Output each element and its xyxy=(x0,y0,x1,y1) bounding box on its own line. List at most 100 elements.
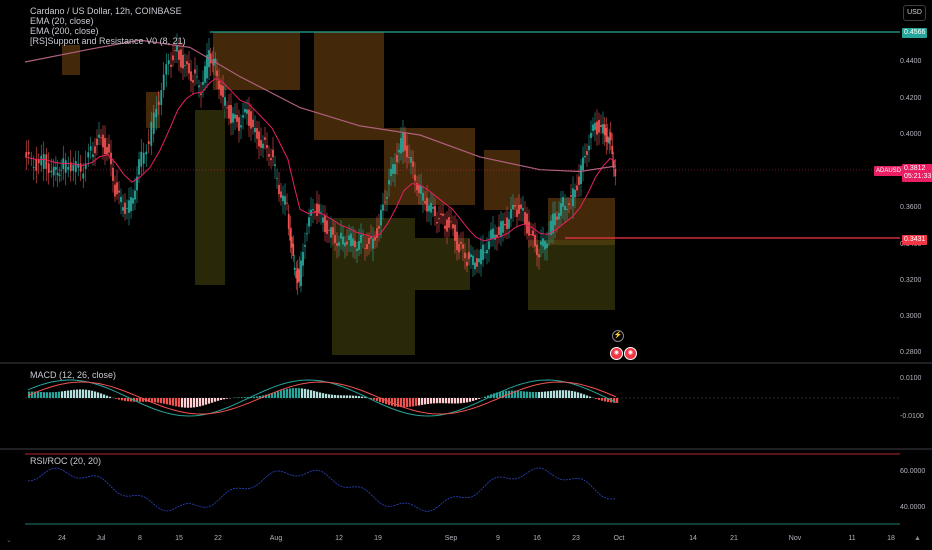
candle-body xyxy=(508,219,510,229)
flash-event-icon[interactable]: ⚡ xyxy=(612,330,624,342)
macd-histogram-bar xyxy=(421,398,424,405)
time-axis[interactable] xyxy=(0,530,932,550)
candle-body xyxy=(254,127,256,133)
candle-body xyxy=(476,258,478,267)
chevron-down-icon[interactable]: ⌄ xyxy=(6,537,12,544)
candle-body xyxy=(230,105,232,124)
macd-histogram-bar xyxy=(322,393,325,398)
macd-signal-line xyxy=(27,381,617,415)
rsi-line xyxy=(28,467,617,512)
candle-body xyxy=(448,217,450,228)
candle-body xyxy=(594,122,596,131)
candle-body xyxy=(612,159,615,169)
candle-body xyxy=(74,161,77,173)
macd-histogram-bar xyxy=(82,389,85,398)
macd-histogram-bar xyxy=(334,394,337,398)
macd-legend[interactable]: MACD (12, 26, close) xyxy=(30,370,117,380)
macd-histogram-bar xyxy=(169,398,172,406)
macd-histogram-bar xyxy=(460,398,463,404)
macd-histogram-bar xyxy=(277,391,280,398)
macd-chart[interactable] xyxy=(0,364,900,448)
currency-button[interactable]: USD xyxy=(903,5,926,21)
macd-histogram-bar xyxy=(109,396,112,398)
dividend-event-icon[interactable]: ◉ xyxy=(610,347,623,360)
macd-histogram-bar xyxy=(241,397,244,398)
candle-body xyxy=(520,204,522,209)
candle-body xyxy=(614,168,617,177)
candle-body xyxy=(404,133,406,151)
macd-histogram-bar xyxy=(550,390,553,398)
candle-body xyxy=(194,69,196,74)
macd-tick: -0.0100 xyxy=(900,413,924,420)
candle-body xyxy=(408,157,410,158)
candle-body xyxy=(592,124,594,131)
candle-body xyxy=(296,268,299,283)
macd-histogram-bar xyxy=(337,395,340,398)
candle-body xyxy=(302,252,304,266)
macd-line xyxy=(27,379,617,417)
macd-histogram-bar xyxy=(304,388,307,398)
rsi-legend[interactable]: RSI/ROC (20, 20) xyxy=(30,456,102,466)
macd-histogram-bar xyxy=(466,398,469,403)
pane-divider[interactable] xyxy=(0,362,932,364)
macd-histogram-bar xyxy=(64,390,67,398)
candle-body xyxy=(324,215,326,233)
candle-body xyxy=(482,244,484,260)
macd-histogram-bar xyxy=(103,394,106,398)
macd-histogram-bar xyxy=(445,398,448,404)
macd-histogram-bar xyxy=(415,398,418,406)
macd-histogram-bar xyxy=(58,391,61,398)
macd-histogram-bar xyxy=(349,395,352,398)
candle-body xyxy=(478,258,480,263)
ema20-legend[interactable]: EMA (20, close) xyxy=(30,16,94,26)
macd-histogram-bar xyxy=(259,395,262,398)
candle-body xyxy=(518,204,520,214)
candle-body xyxy=(346,241,348,245)
macd-histogram-bar xyxy=(382,398,385,404)
candle-body xyxy=(560,203,562,216)
macd-histogram-bar xyxy=(613,398,616,403)
candle-body xyxy=(542,238,544,247)
symbol-title[interactable]: Cardano / US Dollar, 12h, COINBASE xyxy=(30,6,182,16)
candle-body xyxy=(406,145,408,158)
candle-body xyxy=(287,213,290,229)
candle-body xyxy=(37,159,40,164)
macd-histogram-bar xyxy=(40,391,43,398)
candle-body xyxy=(212,59,215,66)
candle-body xyxy=(67,166,70,170)
rsi-chart[interactable] xyxy=(0,450,900,530)
macd-histogram-bar xyxy=(394,398,397,407)
candle-body xyxy=(77,163,80,168)
macd-histogram-bar xyxy=(124,398,127,401)
candle-body xyxy=(434,205,436,217)
candle-body xyxy=(214,58,217,64)
candle-body xyxy=(596,121,598,135)
time-tick: 14 xyxy=(689,535,697,542)
macd-histogram-bar xyxy=(70,390,73,398)
sr-indicator-legend[interactable]: [RS]Support and Resistance V0 (8, 21) xyxy=(30,36,186,46)
rsi-pane[interactable] xyxy=(0,450,900,530)
macd-histogram-bar xyxy=(364,397,367,398)
price-pane[interactable] xyxy=(0,0,900,362)
ema200-legend[interactable]: EMA (200, close) xyxy=(30,26,99,36)
candle-body xyxy=(430,202,432,213)
macd-histogram-bar xyxy=(253,396,256,398)
resistance-zone xyxy=(384,128,475,205)
support-zone xyxy=(195,110,225,285)
pane-divider[interactable] xyxy=(0,448,932,450)
macd-histogram-bar xyxy=(190,398,193,408)
main-legend: Cardano / US Dollar, 12h, COINBASE EMA (… xyxy=(30,6,186,46)
price-chart[interactable] xyxy=(0,0,900,362)
macd-histogram-bar xyxy=(541,391,544,398)
macd-pane[interactable] xyxy=(0,364,900,448)
earnings-event-icon[interactable]: ◉ xyxy=(624,347,637,360)
resistance-price-tag: 0.4566 xyxy=(902,28,928,38)
macd-histogram-bar xyxy=(34,391,37,398)
candle-body xyxy=(188,63,190,74)
macd-histogram-bar xyxy=(118,398,121,400)
candle-body xyxy=(412,161,414,167)
candle-body xyxy=(608,137,611,144)
settings-icon[interactable]: ▲ xyxy=(914,535,921,542)
candle-body xyxy=(289,228,292,241)
macd-histogram-bar xyxy=(487,395,490,398)
